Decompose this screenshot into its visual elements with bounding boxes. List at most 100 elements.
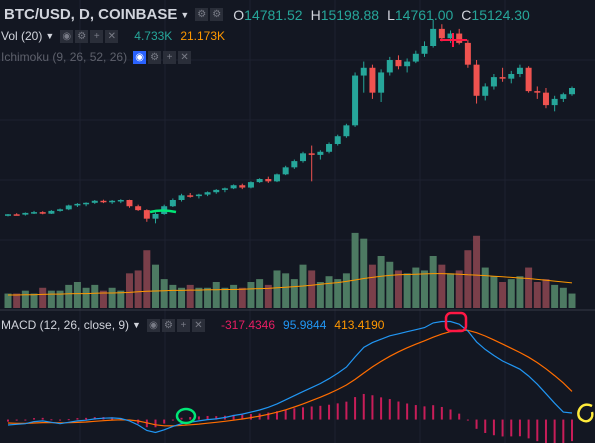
candle-body [421,46,428,54]
more-icon[interactable]: + [90,29,104,43]
ohlc-open-label: O [233,6,245,23]
close-icon[interactable]: ✕ [178,50,192,64]
volume-bar [447,273,455,308]
volume-bar [125,273,133,308]
volume-bar [438,264,446,308]
volume-bar [108,287,116,308]
settings-icon[interactable]: ⚙ [161,318,175,332]
candle-body [317,151,324,155]
candle-body [204,192,211,195]
histogram-bar [24,419,27,421]
eye-icon[interactable]: ◉ [133,50,147,64]
ohlc-close-label: C [461,6,472,23]
candle-body [386,60,393,73]
histogram-bar [41,417,44,420]
histogram-bar [544,419,547,443]
candle-body [516,67,523,74]
volume-bar [117,290,125,308]
candle-body [490,77,497,87]
volume-bar [152,264,160,308]
volume-bar [368,264,376,308]
chevron-down-icon[interactable]: ▼ [132,320,141,330]
histogram-bar [449,409,452,420]
candle-body [404,61,411,67]
settings-icon[interactable]: ⚙ [148,50,162,64]
ohlc-open-value: 14781.52 [244,6,303,23]
candle-body [300,153,307,162]
volume-bar [230,284,238,308]
histogram-bar [7,419,9,422]
volume-bar [568,293,576,308]
histogram-bar [215,416,218,420]
histogram-bar [33,418,36,420]
more-icon[interactable]: + [163,50,177,64]
histogram-bar [171,419,174,421]
volume-bar [256,279,264,308]
candle-body [48,210,55,214]
candle-body [395,60,402,67]
histogram-bar [319,405,322,420]
histogram-bar [380,397,383,420]
volume-indicator-label[interactable]: Vol (20) [1,29,43,43]
histogram-bar [423,406,426,420]
price-candles[interactable] [5,19,575,224]
settings-icon[interactable]: ⚙ [195,8,209,21]
candle-body [282,167,289,175]
candle-body [369,67,376,93]
candle-body [213,189,220,193]
eye-icon[interactable]: ◉ [60,29,74,43]
candle-body [178,195,185,200]
settings-icon[interactable]: ⚙ [75,29,89,43]
ichimoku-label[interactable]: Ichimoku (9, 26, 52, 26) [1,50,128,64]
histogram-bar [484,419,487,433]
volume-bar [490,276,498,308]
volume-bar [412,267,420,308]
histogram-bar [284,409,287,420]
volume-bar [30,293,38,308]
volume-bar [316,282,324,308]
eye-icon[interactable]: ◉ [146,318,160,332]
candle-body [456,33,463,43]
candle-body [499,77,506,79]
volume-bar [360,238,368,308]
volume-legend: Vol (20) ▼ ◉ ⚙ + ✕ 4.733K 21.173K [0,29,225,43]
histogram-bar [275,411,278,420]
volume-bar [559,287,567,308]
macd-label[interactable]: MACD (12, 26, close, 9) [1,318,130,332]
candle-body [326,144,333,152]
histogram-bar [76,418,79,420]
volume-bar [143,250,151,308]
volume-bar [134,270,142,308]
volume-bar [56,290,64,308]
histogram-bar [345,401,348,420]
macd-histogram-value: -317.4346 [220,318,276,332]
close-icon[interactable]: ✕ [191,318,205,332]
more-icon[interactable]: + [176,318,190,332]
volume-bar [212,282,220,308]
close-icon[interactable]: ✕ [105,29,119,43]
chevron-down-icon[interactable]: ▼ [180,9,190,20]
chevron-down-icon[interactable]: ▼ [45,31,55,41]
candle-body [230,185,237,189]
histogram-bar [154,419,157,428]
candle-body [508,74,515,79]
candle-body [430,28,437,46]
volume-bar [82,287,90,308]
histogram-bar [527,419,530,439]
volume-bar [542,279,550,308]
ichimoku-legend: Ichimoku (9, 26, 52, 26) ◉ ⚙ + ✕ [0,50,199,64]
volume-bar [308,270,316,308]
histogram-bar [553,419,556,443]
volume-bar [204,287,212,308]
histogram-bar [85,417,88,420]
gear-icon[interactable]: ⚙ [210,8,224,21]
candle-body [256,179,263,183]
candle-body [551,98,558,106]
candle-body [65,205,72,210]
ohlc-close-value: 15124.30 [471,6,530,23]
symbol-title[interactable]: BTC/USD, D, COINBASE [4,6,178,23]
volume-bar [195,287,203,308]
volume-bar [273,270,281,308]
